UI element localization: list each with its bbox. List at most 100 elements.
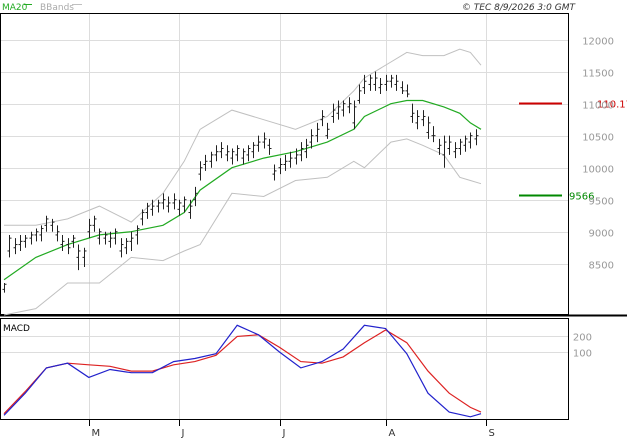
copyright-label: © TEC 8/9/2026 3:0 GMT — [462, 3, 577, 13]
ohlc-bar — [336, 100, 341, 120]
ohlc-bar — [357, 84, 362, 104]
ohlc-bar — [135, 225, 140, 245]
ohlc-bar — [156, 199, 161, 213]
ohlc-bar — [320, 110, 325, 127]
price-bars — [2, 71, 479, 293]
ohlc-bar — [463, 135, 468, 152]
ohlc-bar — [331, 103, 336, 123]
ohlc-bar — [437, 138, 442, 155]
ohlc-bar — [442, 135, 447, 168]
ohlc-bar — [453, 142, 458, 159]
ohlc-bar — [315, 122, 320, 143]
month-label: J — [282, 428, 286, 439]
ohlc-bar — [325, 122, 330, 139]
ohlc-bar — [368, 74, 373, 91]
ohlc-bar — [251, 142, 256, 159]
macd-line — [3, 324, 482, 418]
ohlc-bar — [66, 238, 71, 255]
ohlc-bar — [384, 74, 389, 91]
support-label: 9566 — [569, 192, 594, 203]
ohlc-bar — [304, 138, 309, 159]
bb-upper-line — [4, 48, 482, 226]
ohlc-bar — [108, 231, 113, 248]
price-tick-label: 12000 — [582, 37, 614, 48]
ohlc-bar — [7, 234, 12, 258]
ma20-polyline — [3, 99, 482, 281]
ohlc-bar — [177, 199, 182, 216]
ohlc-bar — [18, 234, 23, 251]
ohlc-bar — [288, 151, 293, 168]
ohlc-bar — [203, 154, 208, 171]
ohlc-bar — [44, 215, 49, 232]
ohlc-bar — [352, 100, 357, 130]
ohlc-bar — [55, 225, 60, 242]
ohlc-bar — [405, 84, 410, 98]
ohlc-bar — [468, 132, 473, 149]
ohlc-bar — [225, 145, 230, 162]
ohlc-bar — [161, 193, 166, 210]
ohlc-bar — [113, 228, 118, 245]
ohlc-bar — [267, 138, 272, 155]
ohlc-bar — [140, 209, 145, 226]
ma-legend-swatch — [24, 4, 32, 5]
price-tick-label: 9500 — [589, 197, 614, 208]
price-axis: 8500 9000 9500 10000 10500 11000 11500 12000 — [582, 37, 614, 272]
grid-lines — [0, 14, 568, 420]
ohlc-bar — [129, 231, 134, 251]
price-tick-label: 11500 — [582, 69, 614, 80]
ohlc-bar — [341, 100, 346, 117]
ohlc-bar — [426, 116, 431, 139]
ohlc-bar — [294, 148, 299, 165]
ohlc-bar — [34, 228, 39, 242]
ohlc-bar — [230, 148, 235, 165]
ohlc-bar — [272, 164, 277, 181]
month-label: S — [489, 428, 495, 439]
ohlc-bar — [193, 186, 198, 207]
macd-tick-label: 100 — [573, 349, 592, 360]
ohlc-bar — [283, 154, 288, 171]
ohlc-bar — [219, 142, 224, 159]
ohlc-bar — [182, 196, 187, 213]
ohlc-bar — [362, 74, 367, 95]
ohlc-bar — [241, 148, 246, 165]
ohlc-bar — [235, 145, 240, 162]
ohlc-bar — [188, 199, 193, 219]
price-tick-label: 9000 — [589, 229, 614, 240]
macd-tick-label: 200 — [573, 333, 592, 344]
ohlc-bar — [246, 145, 251, 162]
ohlc-bar — [394, 74, 399, 91]
ohlc-bar — [474, 129, 479, 146]
ohlc-bar — [214, 145, 219, 162]
month-label: M — [92, 428, 101, 439]
price-tick-label: 10500 — [582, 133, 614, 144]
ohlc-bar — [347, 97, 352, 114]
ohlc-bar — [389, 74, 394, 88]
price-tick-label: 8500 — [589, 261, 614, 272]
ohlc-bar — [76, 244, 81, 271]
month-label: J — [181, 428, 185, 439]
ohlc-bar — [278, 158, 283, 175]
ohlc-bar — [262, 132, 267, 149]
ohlc-bar — [71, 234, 76, 248]
ohlc-bar — [82, 247, 87, 267]
macd-lines — [3, 324, 482, 418]
ohlc-bar — [97, 228, 102, 245]
price-tick-label: 11000 — [582, 101, 614, 112]
ohlc-bar — [166, 196, 171, 213]
ma20-line — [3, 99, 482, 281]
macd-panel-frame — [0, 318, 569, 420]
bb-lower-line — [3, 138, 482, 316]
macd-panel-label: MACD — [3, 324, 30, 334]
ohlc-bar — [209, 151, 214, 168]
price-tick-label: 10000 — [582, 165, 614, 176]
ohlc-bar — [309, 129, 314, 149]
ohlc-bar — [150, 199, 155, 216]
ohlc-bar — [2, 282, 7, 293]
ohlc-bar — [198, 161, 203, 181]
ohlc-bar — [400, 81, 405, 95]
macd-signal-line — [3, 329, 482, 415]
ohlc-bar — [415, 110, 420, 130]
ohlc-bar — [23, 234, 28, 248]
